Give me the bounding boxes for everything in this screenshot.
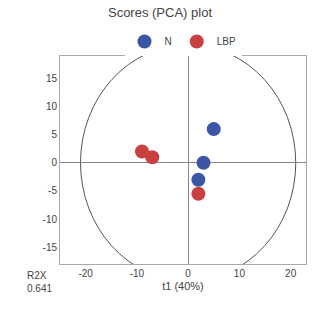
svg-text:10: 10 xyxy=(46,101,58,112)
svg-text:Scores (PCA) plot: Scores (PCA) plot xyxy=(108,5,212,20)
svg-text:LBP: LBP xyxy=(217,36,236,47)
svg-text:10: 10 xyxy=(234,268,246,279)
svg-text:-10: -10 xyxy=(43,214,58,225)
svg-text:5: 5 xyxy=(51,129,57,140)
svg-text:t1 (40%): t1 (40%) xyxy=(162,280,204,292)
svg-text:0: 0 xyxy=(185,268,191,279)
svg-text:-10: -10 xyxy=(130,268,145,279)
svg-text:15: 15 xyxy=(46,73,58,84)
svg-text:-20: -20 xyxy=(78,268,93,279)
svg-text:N: N xyxy=(165,36,172,47)
svg-text:0: 0 xyxy=(51,157,57,168)
svg-text:20: 20 xyxy=(285,268,297,279)
svg-text:R2X0.641: R2X0.641 xyxy=(27,270,52,294)
svg-text:-15: -15 xyxy=(43,242,58,253)
svg-text:-5: -5 xyxy=(48,185,57,196)
